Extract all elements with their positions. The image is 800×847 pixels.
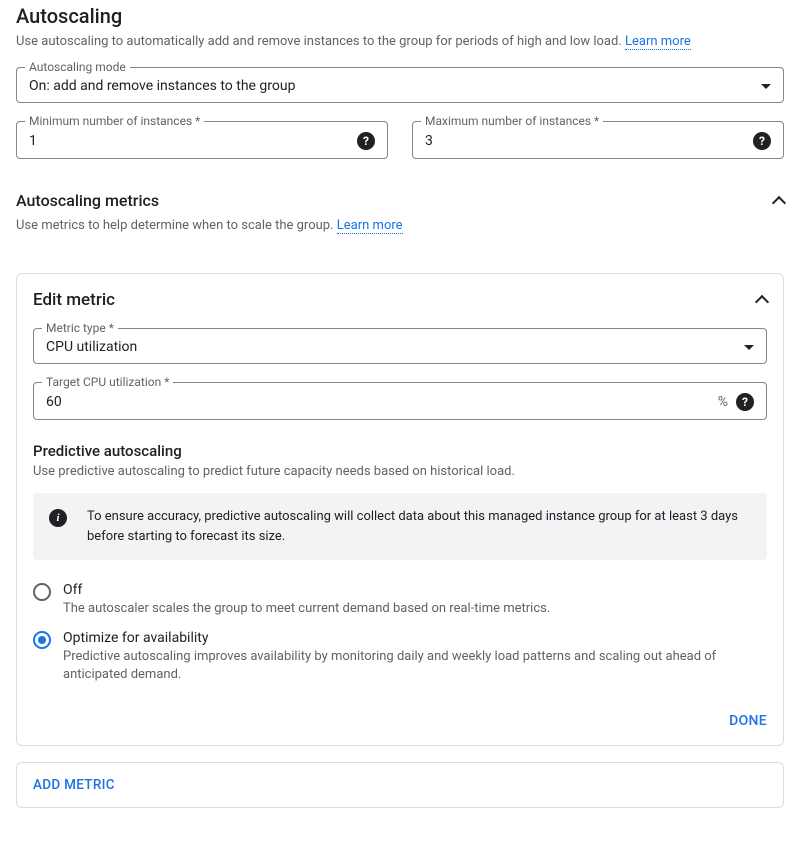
predictive-off-label: Off [63,582,550,598]
done-button[interactable]: DONE [729,713,767,729]
dropdown-icon [744,345,754,350]
help-icon[interactable]: ? [736,393,754,411]
dropdown-icon [761,84,771,89]
predictive-title: Predictive autoscaling [33,442,767,460]
collapse-icon[interactable] [755,295,769,309]
add-metric-button[interactable]: ADD METRIC [16,762,784,808]
max-instances-value: 3 [425,133,433,149]
info-icon: i [49,509,67,527]
predictive-optimize-label: Optimize for availability [63,630,767,646]
metrics-learn-more-link[interactable]: Learn more [337,218,403,234]
metrics-description-row: Use metrics to help determine when to sc… [16,218,784,233]
target-cpu-field[interactable]: Target CPU utilization * 60 % ? [33,382,767,420]
autoscaling-mode-value: On: add and remove instances to the grou… [29,78,295,94]
autoscaling-description-text: Use autoscaling to automatically add and… [16,34,622,49]
min-instances-label: Minimum number of instances * [25,114,204,128]
help-icon[interactable]: ? [357,132,375,150]
max-instances-field[interactable]: Maximum number of instances * 3 ? [412,121,784,159]
autoscaling-learn-more-link[interactable]: Learn more [625,34,691,50]
predictive-option-off[interactable]: Off The autoscaler scales the group to m… [33,576,767,624]
collapse-icon[interactable] [772,195,786,209]
predictive-option-optimize[interactable]: Optimize for availability Predictive aut… [33,624,767,690]
predictive-description: Use predictive autoscaling to predict fu… [33,464,767,479]
edit-metric-card: Edit metric Metric type * CPU utilizatio… [16,273,784,746]
metric-type-label: Metric type * [42,321,118,335]
autoscaling-mode-select[interactable]: Autoscaling mode On: add and remove inst… [16,67,784,103]
predictive-info-banner: i To ensure accuracy, predictive autosca… [33,493,767,560]
min-instances-value: 1 [29,133,37,149]
predictive-optimize-description: Predictive autoscaling improves availabi… [63,648,767,684]
percent-suffix: % [718,394,728,410]
target-cpu-label: Target CPU utilization * [42,375,173,389]
metric-type-select[interactable]: Metric type * CPU utilization [33,328,767,364]
target-cpu-value: 60 [46,394,62,410]
metrics-title: Autoscaling metrics [16,191,159,210]
predictive-banner-text: To ensure accuracy, predictive autoscali… [87,507,751,546]
radio-icon [33,631,51,649]
autoscaling-mode-label: Autoscaling mode [25,60,130,74]
radio-icon [33,583,51,601]
help-icon[interactable]: ? [753,132,771,150]
predictive-off-description: The autoscaler scales the group to meet … [63,600,550,618]
edit-metric-title: Edit metric [33,290,115,310]
metric-type-value: CPU utilization [46,339,137,355]
metrics-description-text: Use metrics to help determine when to sc… [16,218,334,233]
autoscaling-description: Use autoscaling to automatically add and… [16,34,784,49]
autoscaling-title: Autoscaling [16,4,784,28]
predictive-radio-group: Off The autoscaler scales the group to m… [33,576,767,691]
min-instances-field[interactable]: Minimum number of instances * 1 ? [16,121,388,159]
max-instances-label: Maximum number of instances * [421,114,603,128]
